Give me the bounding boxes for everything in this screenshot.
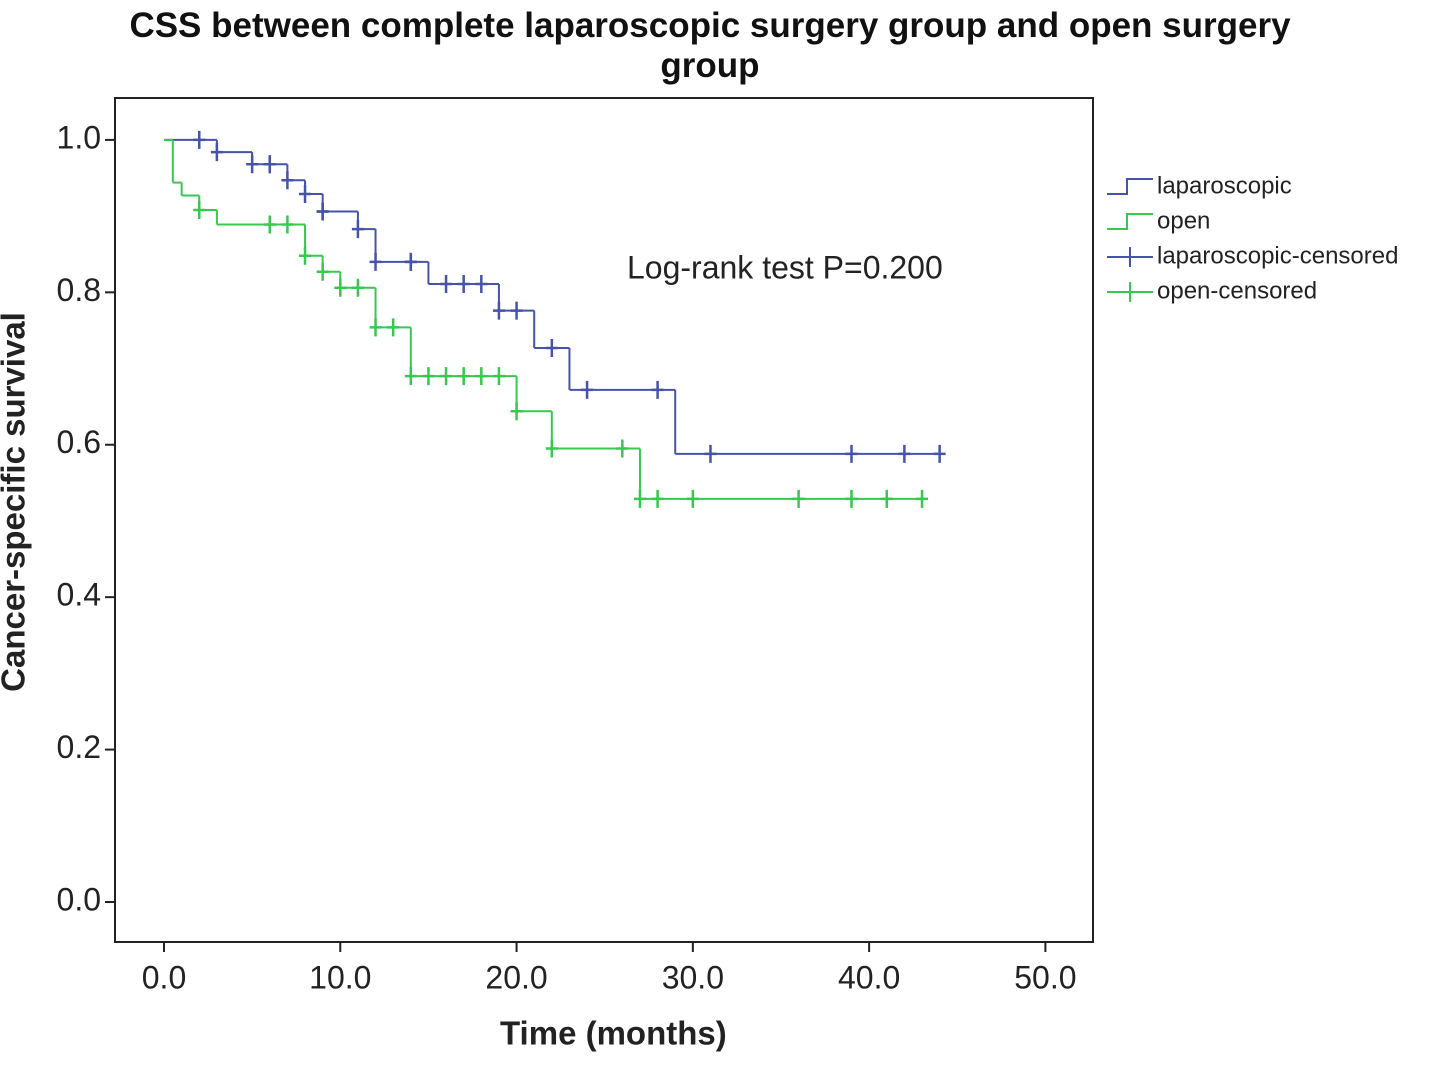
censor-mark [404,367,417,386]
censor-mark [299,185,312,204]
censor-mark [880,489,893,508]
censor-mark [316,202,329,221]
legend-swatch [1107,282,1153,302]
censor-mark [916,489,929,508]
censor-mark [792,489,805,508]
censor-mark [704,444,717,463]
y-axis-label: Cancer-specific survival [0,312,32,692]
censor-mark [316,262,329,281]
x-tick-label: 20.0 [485,959,547,995]
censor-mark [492,367,505,386]
legend-label: open [1157,207,1210,234]
y-tick-label: 0.0 [57,881,101,917]
censor-mark [440,274,453,293]
plot-frame [114,97,1094,943]
censor-mark [845,444,858,463]
censor-mark [651,489,664,508]
censor-mark [457,367,470,386]
censor-mark [334,278,347,297]
legend-label: laparoscopic [1157,172,1292,199]
censor-mark [898,444,911,463]
x-tick-label: 50.0 [1014,959,1076,995]
censor-mark [210,143,223,162]
censor-mark [263,155,276,174]
legend-swatch [1107,178,1153,195]
censor-mark [633,489,646,508]
x-tick-label: 0.0 [142,959,186,995]
legend-label: laparoscopic-censored [1157,242,1398,269]
censor-mark [616,439,629,458]
censor-mark [193,130,206,149]
x-axis-label: Time (months) [500,1015,727,1052]
x-tick-label: 10.0 [309,959,371,995]
censor-mark [281,171,294,190]
censor-mark [351,278,364,297]
legend-swatch [1107,247,1153,267]
x-tick-label: 30.0 [662,959,724,995]
censor-mark [510,402,523,421]
censor-mark [475,274,488,293]
censor-mark [246,155,259,174]
legend-label: open-censored [1157,277,1317,304]
censor-mark [281,215,294,234]
censor-mark [651,380,664,399]
censor-mark [404,252,417,271]
censor-mark [686,489,699,508]
y-tick-label: 0.6 [57,424,101,460]
censor-mark [581,380,594,399]
censor-mark [369,318,382,337]
censor-mark [193,201,206,220]
censor-mark [422,367,435,386]
y-tick-label: 0.4 [57,577,101,613]
censor-mark [457,274,470,293]
legend-swatch [1107,213,1153,230]
censor-mark [545,338,558,357]
censor-mark [510,301,523,320]
censor-mark [299,246,312,265]
censor-mark [475,367,488,386]
censor-mark [845,489,858,508]
annotation: Log-rank test P=0.200 [627,249,943,285]
censor-mark [492,301,505,320]
censor-mark [263,215,276,234]
y-tick-label: 0.8 [57,272,101,308]
censor-mark [369,252,382,271]
y-tick-label: 0.2 [57,729,101,765]
chart-title: CSS between complete laparoscopic surger… [129,6,1291,85]
y-tick-label: 1.0 [57,119,101,155]
x-tick-label: 40.0 [838,959,900,995]
censor-mark [440,367,453,386]
censor-mark [545,439,558,458]
censor-mark [933,444,946,463]
censor-mark [387,318,400,337]
censor-mark [351,220,364,239]
